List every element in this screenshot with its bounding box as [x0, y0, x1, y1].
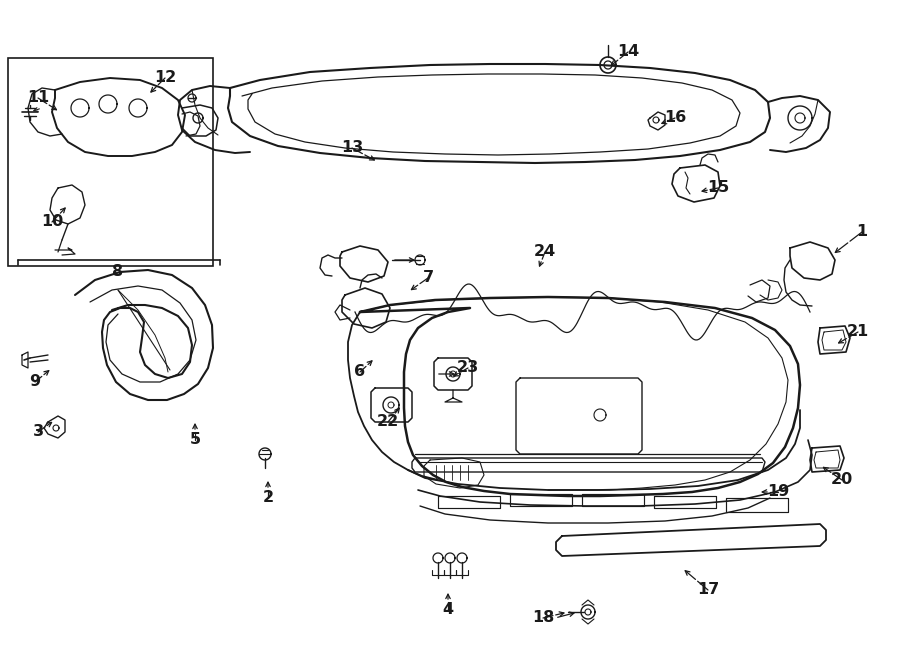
Text: 12: 12 [154, 71, 176, 85]
Text: 22: 22 [377, 414, 399, 430]
Text: 14: 14 [616, 44, 639, 59]
Text: 19: 19 [767, 485, 789, 500]
Text: 24: 24 [534, 245, 556, 260]
Text: 9: 9 [30, 375, 40, 389]
Text: 20: 20 [831, 473, 853, 488]
Text: 3: 3 [32, 424, 43, 440]
Text: 7: 7 [422, 270, 434, 286]
Text: 6: 6 [355, 364, 365, 379]
Text: 11: 11 [27, 91, 50, 106]
Text: 10: 10 [40, 215, 63, 229]
Text: 18: 18 [532, 611, 554, 625]
Text: 5: 5 [189, 432, 201, 447]
Text: 23: 23 [457, 360, 479, 375]
Text: 2: 2 [263, 490, 274, 506]
Text: 1: 1 [857, 225, 868, 239]
Text: 16: 16 [664, 110, 686, 126]
Text: 4: 4 [443, 602, 454, 617]
Text: 8: 8 [112, 264, 123, 280]
Text: 13: 13 [341, 141, 363, 155]
Text: 17: 17 [697, 582, 719, 598]
Text: 15: 15 [706, 180, 729, 196]
Bar [8, 58, 213, 266]
Text: 21: 21 [847, 325, 869, 340]
